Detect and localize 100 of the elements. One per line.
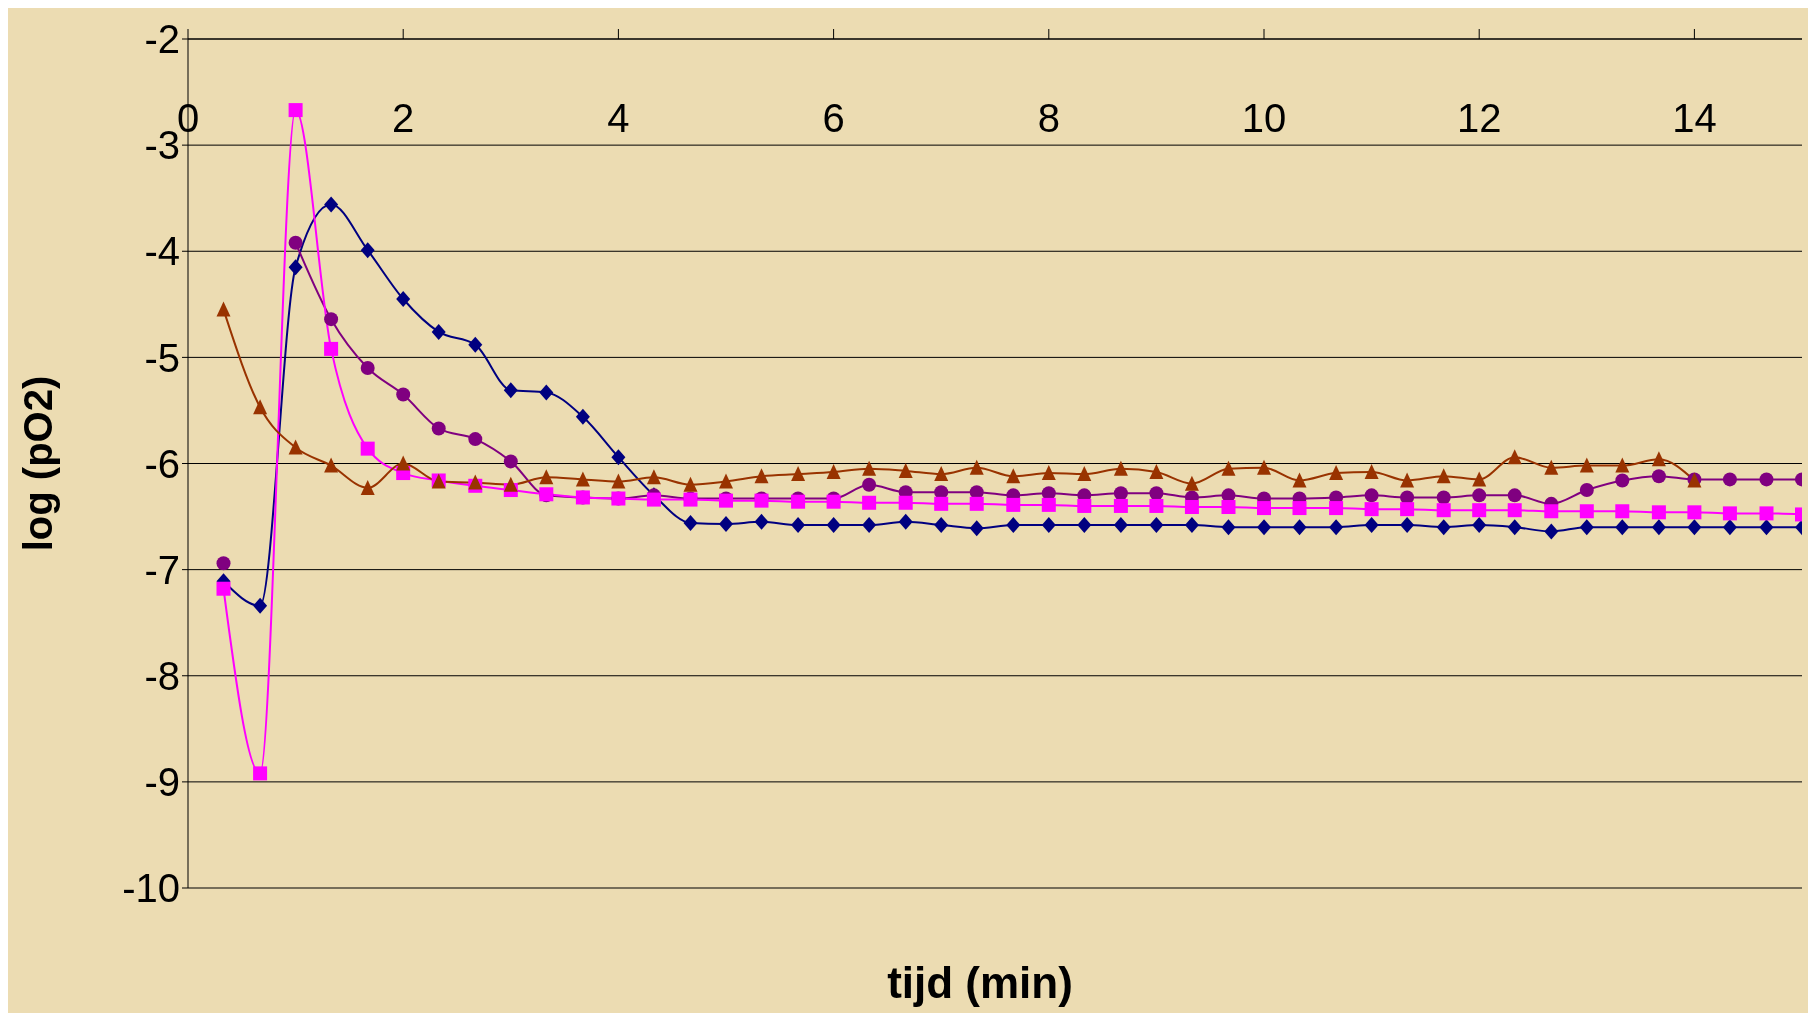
y-tick-label: -2 [144, 17, 180, 62]
point [719, 473, 733, 489]
point [646, 469, 661, 485]
point [324, 341, 339, 356]
point [969, 459, 984, 475]
point [1077, 466, 1092, 482]
point [1149, 517, 1164, 534]
point [1329, 465, 1344, 481]
point [1113, 498, 1128, 513]
point [862, 477, 877, 492]
point [1113, 486, 1128, 501]
point [253, 766, 268, 781]
y-tick-label: -9 [144, 760, 180, 805]
x-axis-title: tijd (min) [886, 958, 1074, 1008]
point [1257, 519, 1271, 536]
point [1615, 504, 1630, 519]
point [1651, 451, 1666, 467]
point [1722, 506, 1737, 521]
point [1329, 519, 1344, 536]
point [360, 360, 375, 375]
point [1364, 517, 1379, 534]
point [683, 476, 698, 492]
point [934, 496, 949, 511]
x-tick-label: 6 [822, 96, 845, 140]
point [719, 515, 733, 532]
point [1292, 472, 1307, 488]
point [1292, 501, 1307, 516]
point [934, 466, 949, 482]
x-tick-label: 14 [1672, 96, 1717, 140]
point [1400, 472, 1415, 488]
point [1615, 457, 1630, 473]
point [1436, 503, 1451, 518]
point [1292, 519, 1307, 536]
point [1184, 517, 1199, 534]
y-tick-label: -3 [144, 123, 180, 168]
point [1149, 463, 1164, 479]
point [1472, 471, 1487, 487]
x-tick-label: 10 [1241, 96, 1287, 140]
point [1759, 519, 1774, 536]
point [1221, 500, 1236, 515]
point [1722, 519, 1737, 536]
point [1184, 475, 1199, 491]
point [826, 517, 841, 534]
point [360, 479, 375, 495]
point [1041, 517, 1056, 534]
point [611, 449, 626, 466]
point [969, 496, 984, 511]
point [216, 581, 231, 596]
point [288, 103, 303, 118]
point [1544, 523, 1559, 540]
point [1651, 519, 1666, 536]
x-tick-label: 4 [607, 96, 630, 140]
point [969, 520, 984, 537]
point [1113, 517, 1128, 534]
point [1579, 457, 1594, 473]
point [862, 517, 877, 534]
point [1221, 460, 1236, 476]
point [1436, 468, 1451, 484]
point [1687, 519, 1702, 536]
point [253, 399, 268, 415]
y-tick-label: -7 [144, 547, 180, 592]
point [1651, 469, 1666, 484]
point [934, 517, 949, 534]
point [791, 466, 806, 482]
x-tick-label: 8 [1037, 96, 1060, 140]
point [360, 242, 375, 259]
point [1579, 483, 1594, 498]
point [324, 457, 339, 473]
point [754, 468, 769, 484]
point [288, 439, 303, 455]
point [683, 514, 698, 531]
point [360, 441, 375, 456]
point [575, 471, 590, 487]
point [1544, 459, 1559, 475]
point [396, 291, 411, 308]
point [791, 517, 806, 534]
point [468, 336, 483, 353]
point [288, 235, 303, 250]
y-tick-label: -4 [144, 229, 180, 274]
point [1257, 501, 1271, 516]
point [754, 513, 769, 530]
point [1472, 488, 1487, 503]
point [1149, 486, 1164, 501]
point [1507, 503, 1522, 518]
point [1041, 465, 1056, 481]
point [503, 476, 518, 492]
point [216, 301, 231, 317]
x-tick-label: 2 [392, 96, 415, 140]
y-tick-label: -8 [144, 653, 180, 698]
point [898, 495, 913, 510]
point [1113, 460, 1128, 476]
point [288, 259, 303, 276]
point [539, 384, 554, 401]
point [468, 474, 483, 490]
point [468, 432, 483, 447]
point [1364, 463, 1379, 479]
point [396, 455, 411, 471]
point [646, 492, 661, 507]
point [862, 495, 877, 510]
point [1006, 497, 1021, 512]
